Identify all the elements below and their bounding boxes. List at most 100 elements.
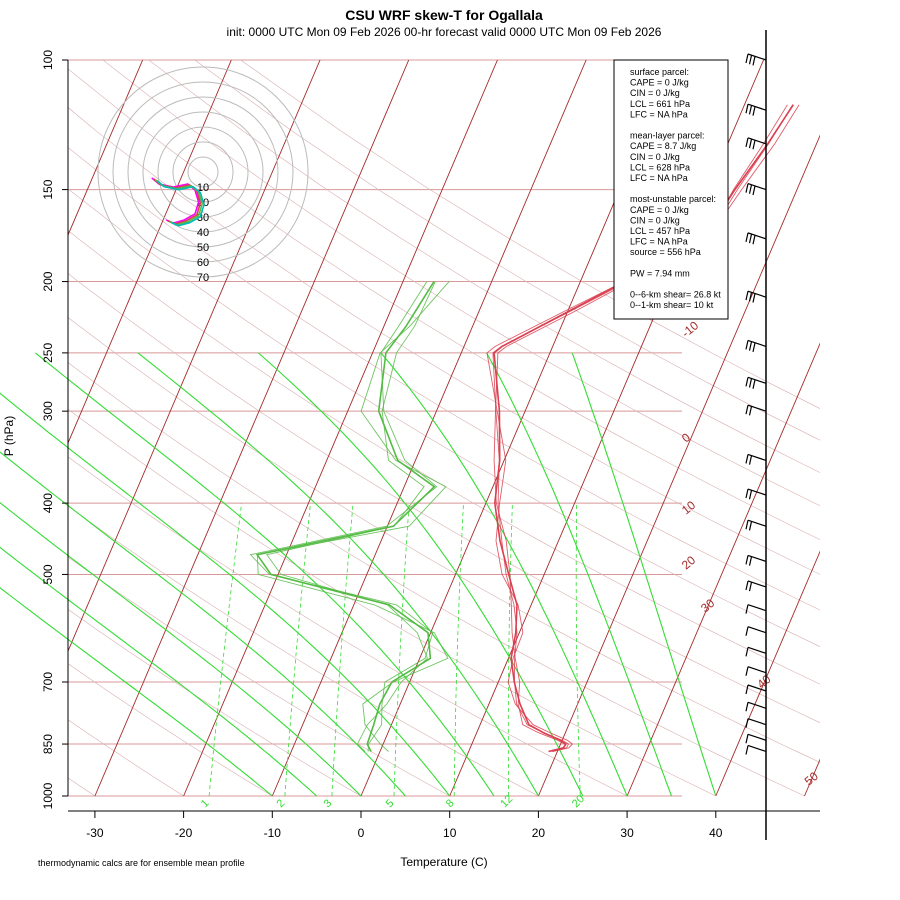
hodograph-trace-0 [151, 177, 200, 224]
y-tick-label-850: 850 [41, 734, 55, 754]
wind-barb-350 [747, 453, 767, 462]
y-tick-label-1000: 1000 [41, 782, 55, 809]
moist-adiabat-25 [257, 352, 584, 797]
info-line-13: CAPE = 0 J/kg [630, 205, 689, 215]
wind-barb-flag-560-0 [745, 604, 749, 614]
x-tick-label--30: -30 [86, 826, 104, 840]
isotherm--30 [94, 60, 410, 797]
hodograph-ring-50 [127, 96, 279, 248]
info-line-14: CIN = 0 J/kg [630, 215, 680, 225]
isotherm-label-20: 20 [679, 553, 698, 573]
x-tick-label-20: 20 [532, 826, 546, 840]
mixing-ratio-label-5: 5 [384, 797, 397, 810]
y-tick-label-400: 400 [41, 493, 55, 513]
wind-barb-flag-300-0 [745, 405, 749, 415]
dry-adiabat-80 [68, 230, 820, 685]
hodograph-ring-label-10: 10 [197, 182, 209, 194]
mixing-ratio-label-2: 2 [275, 797, 288, 810]
moist-adiabat--10 [0, 587, 273, 797]
wind-barb-flag-840-0 [745, 734, 749, 744]
isotherm-60 [893, 60, 900, 796]
wind-barb-flag-640-0 [745, 647, 749, 657]
wind-barb-870 [747, 744, 767, 753]
info-line-6: mean-layer parcel: [630, 131, 705, 141]
wind-barb-flag-117-2 [752, 106, 756, 116]
wind-barb-390 [747, 488, 767, 496]
hodograph-ring-label-40: 40 [197, 227, 209, 239]
wind-barb-flag-350-1 [748, 455, 753, 465]
wind-barb-flag-430-0 [745, 520, 749, 530]
wind-barb-flag-210-0 [745, 291, 749, 301]
wind-barb-flag-760-0 [745, 702, 749, 712]
dry-adiabat-150 [194, 60, 820, 441]
moist-adiabat-15 [35, 352, 495, 797]
footnote: thermodynamic calcs are for ensemble mea… [38, 858, 245, 868]
dry-adiabat-10 [68, 556, 450, 797]
y-tick-label-100: 100 [41, 50, 55, 70]
wind-barb-150 [747, 183, 767, 191]
mixing-ratio-line-3 [331, 503, 354, 797]
mixing-ratio-line-5 [393, 503, 410, 797]
isotherm-label-50: 50 [802, 769, 821, 789]
hodograph-ring-40 [142, 111, 264, 233]
moist-adiabat-30 [380, 352, 628, 797]
wind-barb-flag-520-1 [748, 582, 753, 592]
info-line-1: CAPE = 0 J/kg [630, 78, 689, 88]
wind-barb-175 [747, 232, 767, 240]
isotherm--40 [68, 60, 321, 653]
wind-barb-flag-520-0 [745, 580, 749, 591]
wind-barb-flag-175-2 [752, 235, 756, 245]
wind-barb-flag-600-0 [745, 626, 749, 636]
dewpoint-profile-3 [256, 281, 450, 752]
mixing-ratio-line-1 [208, 503, 242, 797]
moist-adiabat-5 [0, 451, 406, 797]
wind-barb-flag-275-0 [745, 377, 749, 387]
y-tick-label-500: 500 [41, 564, 55, 584]
info-line-7: CAPE = 8.7 J/kg [630, 141, 696, 151]
dewpoint-profile-2 [249, 281, 438, 752]
isotherm--10 [271, 60, 587, 797]
x-tick-label-40: 40 [709, 826, 723, 840]
wind-barb-760 [747, 701, 767, 709]
wind-barb-flag-430-1 [748, 521, 753, 531]
dry-adiabat-100 [68, 147, 820, 611]
wind-barb-800 [747, 718, 767, 726]
hodograph-ring-label-60: 60 [197, 257, 209, 269]
wind-barb-flag-300-1 [748, 406, 753, 416]
dry-adiabat--10 [68, 663, 273, 797]
x-tick-label-10: 10 [443, 826, 457, 840]
wind-barb-flag-390-0 [745, 488, 749, 499]
info-line-17: source = 556 hPa [630, 247, 701, 257]
dry-adiabat-60 [68, 317, 820, 763]
wind-barb-flag-480-0 [745, 555, 749, 565]
wind-barb-480 [747, 554, 767, 562]
wind-barb-300 [747, 404, 767, 412]
dry-adiabat-20 [68, 505, 539, 797]
isotherm--50 [68, 60, 232, 445]
y-tick-label-150: 150 [41, 179, 55, 199]
isobar-lines [68, 59, 682, 797]
wind-barb-680 [747, 666, 767, 674]
wind-barb-flag-680-0 [745, 666, 749, 676]
wind-barb-flag-175-0 [745, 232, 749, 243]
mixing-ratio-label-8: 8 [444, 797, 457, 810]
isotherm-20 [537, 134, 820, 797]
wind-barb-flag-210-1 [748, 292, 753, 302]
wind-barb-flag-150-2 [752, 185, 756, 196]
wind-barb-720 [747, 684, 767, 692]
wind-barb-275 [747, 376, 767, 384]
dry-adiabat-110 [68, 107, 820, 575]
info-line-0: surface parcel: [630, 67, 689, 77]
wind-barb-flag-100-2 [752, 56, 756, 66]
wind-barb-column [745, 30, 767, 840]
isotherm-50 [804, 758, 820, 797]
info-line-19: PW = 7.94 mm [630, 268, 690, 278]
info-line-3: LCL = 661 hPa [630, 99, 690, 109]
mixing-ratio-line-2 [284, 503, 311, 797]
y-axis-label: P (hPa) [2, 416, 16, 456]
moist-adiabat--5 [0, 546, 317, 797]
moist-adiabat-0 [0, 502, 362, 797]
